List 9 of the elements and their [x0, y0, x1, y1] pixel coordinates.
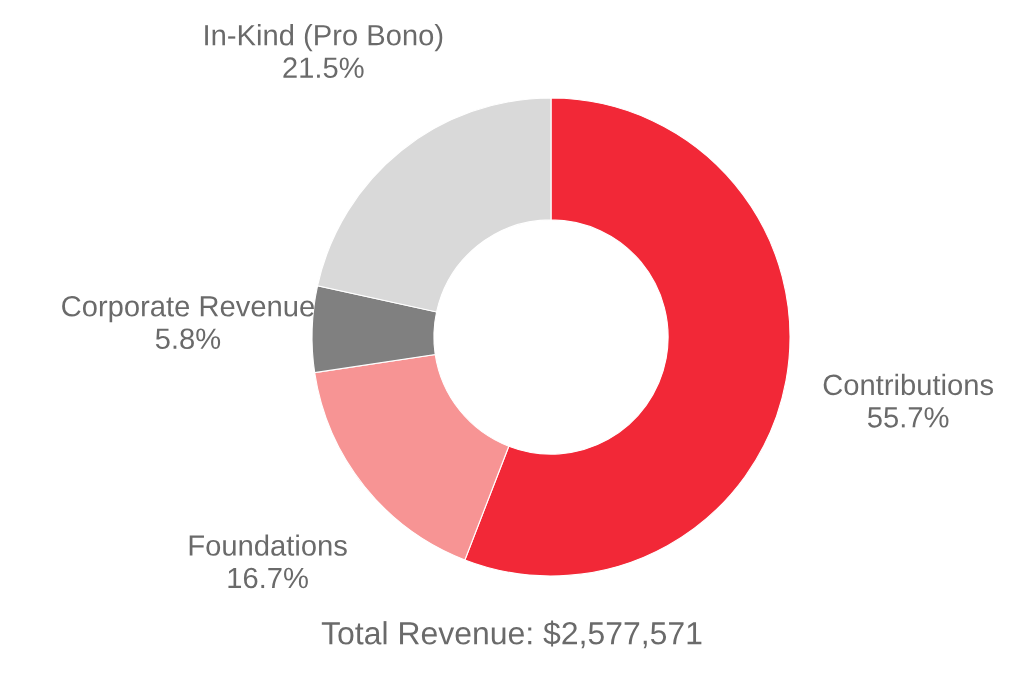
data-label: 55.7%: [867, 407, 949, 428]
data-label: 5.8%: [155, 328, 221, 350]
slice-label: Foundations: [189, 534, 347, 556]
text: Total Revenue: $2,577,571: [321, 620, 702, 649]
slice-label: Corporate Revenue: [62, 295, 314, 323]
slice-label: In-Kind (Pro Bono): [205, 24, 443, 52]
slice-label: Contributions: [823, 373, 993, 396]
data-label: 21.5%: [283, 57, 364, 79]
data-label: 16.7%: [228, 567, 308, 589]
